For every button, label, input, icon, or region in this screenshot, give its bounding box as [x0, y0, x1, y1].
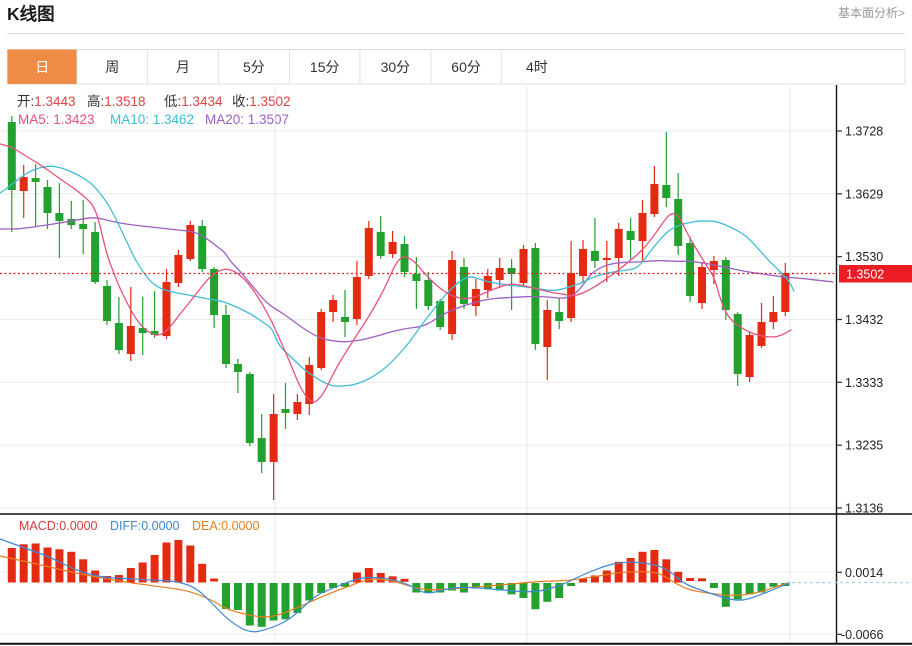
svg-text:K线图: K线图: [7, 4, 55, 24]
svg-text:基本面分析>: 基本面分析>: [838, 6, 905, 20]
svg-text:1.3530: 1.3530: [845, 250, 883, 264]
svg-text:15分: 15分: [310, 59, 340, 75]
svg-text:1.3432: 1.3432: [845, 313, 883, 327]
svg-text:1.3136: 1.3136: [845, 502, 883, 516]
svg-text:0.0014: 0.0014: [845, 566, 883, 580]
svg-text:5分: 5分: [243, 59, 265, 75]
svg-text:1.3502: 1.3502: [846, 267, 884, 281]
svg-text:1.3629: 1.3629: [845, 187, 883, 201]
svg-text:日: 日: [35, 59, 49, 75]
svg-text:4时: 4时: [526, 59, 548, 75]
svg-text:月: 月: [176, 59, 190, 75]
svg-text:1.3333: 1.3333: [845, 376, 883, 390]
svg-text:30分: 30分: [381, 59, 411, 75]
svg-text:-0.0066: -0.0066: [841, 628, 883, 642]
svg-text:周: 周: [105, 59, 119, 75]
svg-text:60分: 60分: [451, 59, 481, 75]
svg-text:1.3728: 1.3728: [845, 125, 883, 139]
svg-text:1.3235: 1.3235: [845, 439, 883, 453]
